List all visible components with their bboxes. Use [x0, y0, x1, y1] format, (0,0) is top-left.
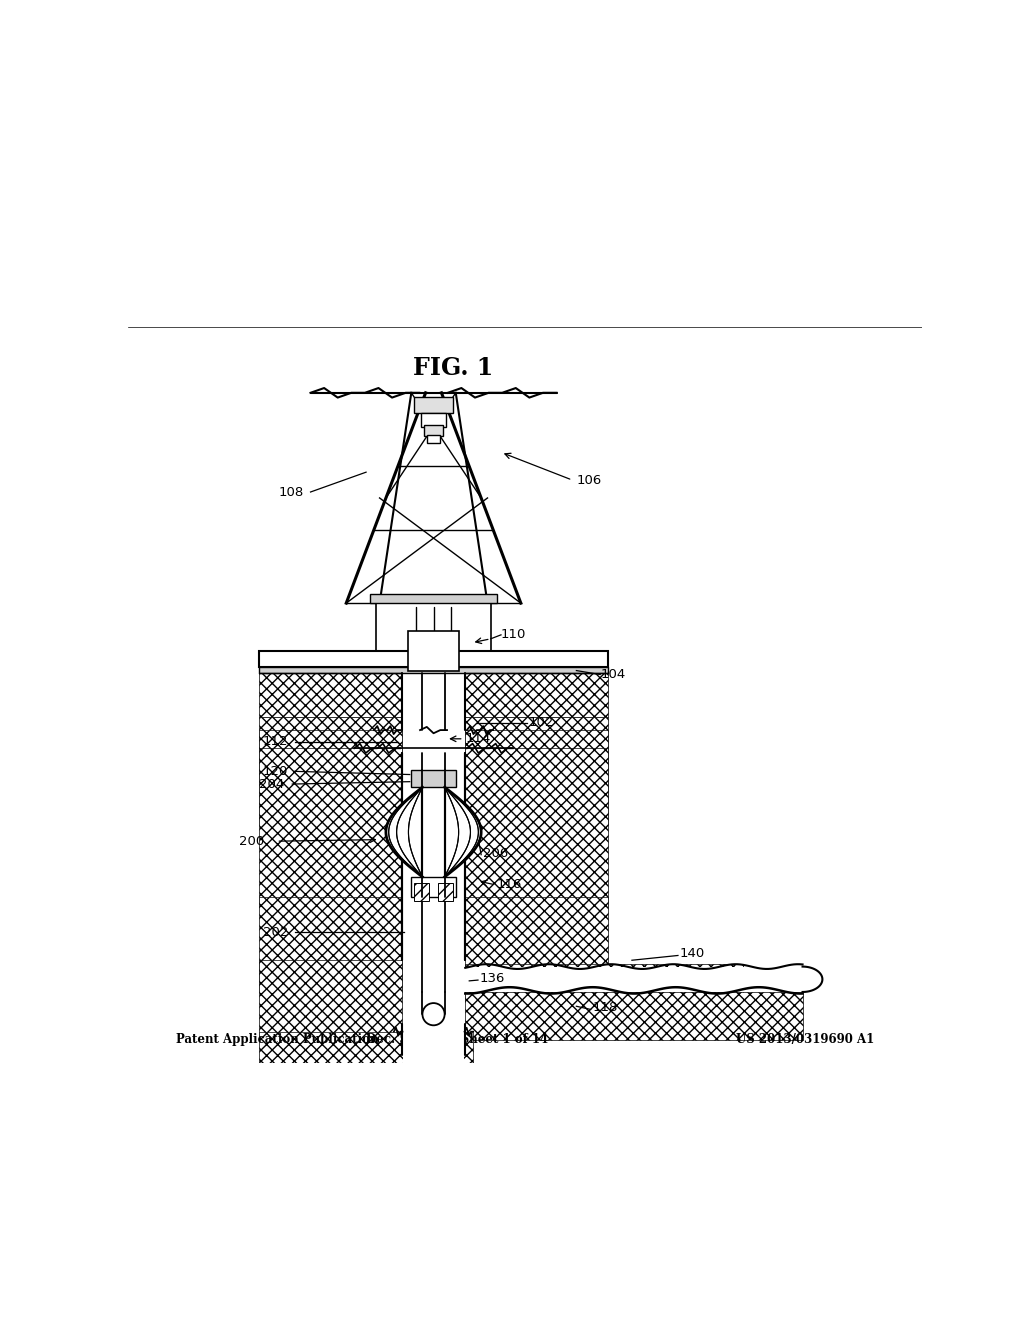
Bar: [259, 667, 608, 673]
Text: 104: 104: [600, 668, 626, 681]
Bar: [259, 1032, 473, 1064]
Bar: [415, 883, 429, 900]
Bar: [423, 896, 443, 991]
Bar: [259, 896, 401, 991]
Bar: [465, 730, 608, 825]
Bar: [465, 966, 803, 991]
Text: FIG. 1: FIG. 1: [414, 355, 494, 380]
Bar: [465, 991, 803, 1040]
Bar: [259, 673, 401, 717]
Text: 102: 102: [528, 715, 554, 729]
Text: 110: 110: [501, 628, 526, 642]
Bar: [259, 730, 401, 825]
Bar: [423, 991, 443, 1014]
Polygon shape: [386, 787, 481, 876]
Text: 116: 116: [497, 878, 522, 891]
Bar: [259, 748, 401, 907]
Bar: [465, 717, 608, 792]
Bar: [465, 964, 743, 1002]
Text: 112: 112: [263, 735, 289, 748]
Text: 118: 118: [592, 1002, 617, 1014]
Bar: [259, 960, 401, 1040]
Bar: [259, 717, 401, 792]
Bar: [412, 876, 456, 896]
Text: 140: 140: [680, 948, 705, 961]
Bar: [259, 651, 608, 667]
Bar: [465, 748, 608, 907]
Bar: [424, 425, 443, 437]
Bar: [438, 883, 453, 900]
Text: 202: 202: [263, 925, 289, 939]
Bar: [465, 673, 608, 717]
Text: 200: 200: [240, 834, 264, 847]
Ellipse shape: [423, 1003, 444, 1026]
Text: 120: 120: [263, 764, 289, 777]
Bar: [421, 413, 446, 426]
Bar: [370, 594, 497, 603]
Bar: [465, 896, 608, 991]
Text: 136: 136: [479, 972, 505, 985]
Bar: [414, 397, 454, 413]
Text: 206: 206: [482, 846, 508, 859]
Bar: [402, 673, 465, 1150]
Bar: [412, 770, 456, 787]
Bar: [377, 603, 490, 651]
Text: US 2013/0319690 A1: US 2013/0319690 A1: [735, 1034, 873, 1047]
Bar: [427, 434, 440, 442]
Text: Patent Application Publication: Patent Application Publication: [176, 1034, 378, 1047]
Text: 108: 108: [279, 486, 304, 499]
Text: 204: 204: [259, 777, 285, 791]
Text: 114: 114: [465, 731, 490, 744]
Bar: [409, 631, 459, 671]
Text: Dec. 5, 2013   Sheet 1 of 14: Dec. 5, 2013 Sheet 1 of 14: [367, 1034, 549, 1047]
Text: 106: 106: [577, 474, 602, 487]
